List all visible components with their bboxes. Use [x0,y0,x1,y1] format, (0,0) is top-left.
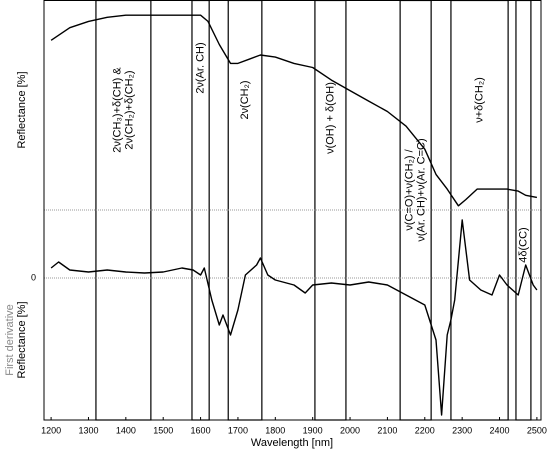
lower-y-label: Reflectance [%] [16,301,28,378]
band-label: 4δ(CC) [517,227,529,262]
x-tick-label: 1200 [41,425,61,435]
band-label: 2ν(Ar. CH) [194,42,206,93]
x-tick-label: 2300 [452,425,472,435]
band-box [450,0,509,421]
x-tick-label: 1700 [228,425,248,435]
band-label: ν(Ar. CH)+ν(Ar. C=C) [416,138,428,241]
x-tick-label: 2400 [490,425,510,435]
x-tick-label: 1600 [191,425,211,435]
band-label: ν+δ(CH₂) [473,77,485,123]
x-tick-label: 2100 [377,425,397,435]
band-label: 2ν(CH₂) [239,80,251,119]
x-tick-label: 1300 [78,425,98,435]
x-tick-label: 1900 [303,425,323,435]
upper-y-label: Reflectance [%] [16,71,28,148]
y-tick-label: 0 [31,272,36,282]
x-axis-label: Wavelength [nm] [251,437,333,449]
spectrum-line [50,219,538,416]
x-tick-label: 1400 [116,425,136,435]
x-tick-label: 2200 [415,425,435,435]
lower-y-label-note: First derivative [4,304,16,376]
plot-frame [43,0,542,421]
band-label: 2ν(CH₃)+δ(CH) & [111,67,123,153]
x-tick-label: 1500 [153,425,173,435]
band-label: 2ν(CH₂)+δ(CH₂) [123,70,135,149]
band-label: ν(C=O)+ν(CH₂) / [404,148,416,230]
band-label: ν(OH) + δ(OH) [324,82,336,154]
spectrum-line [50,14,538,207]
x-tick-label: 2000 [340,425,360,435]
x-tick-label: 1800 [265,425,285,435]
x-tick-label: 2500 [527,425,547,435]
